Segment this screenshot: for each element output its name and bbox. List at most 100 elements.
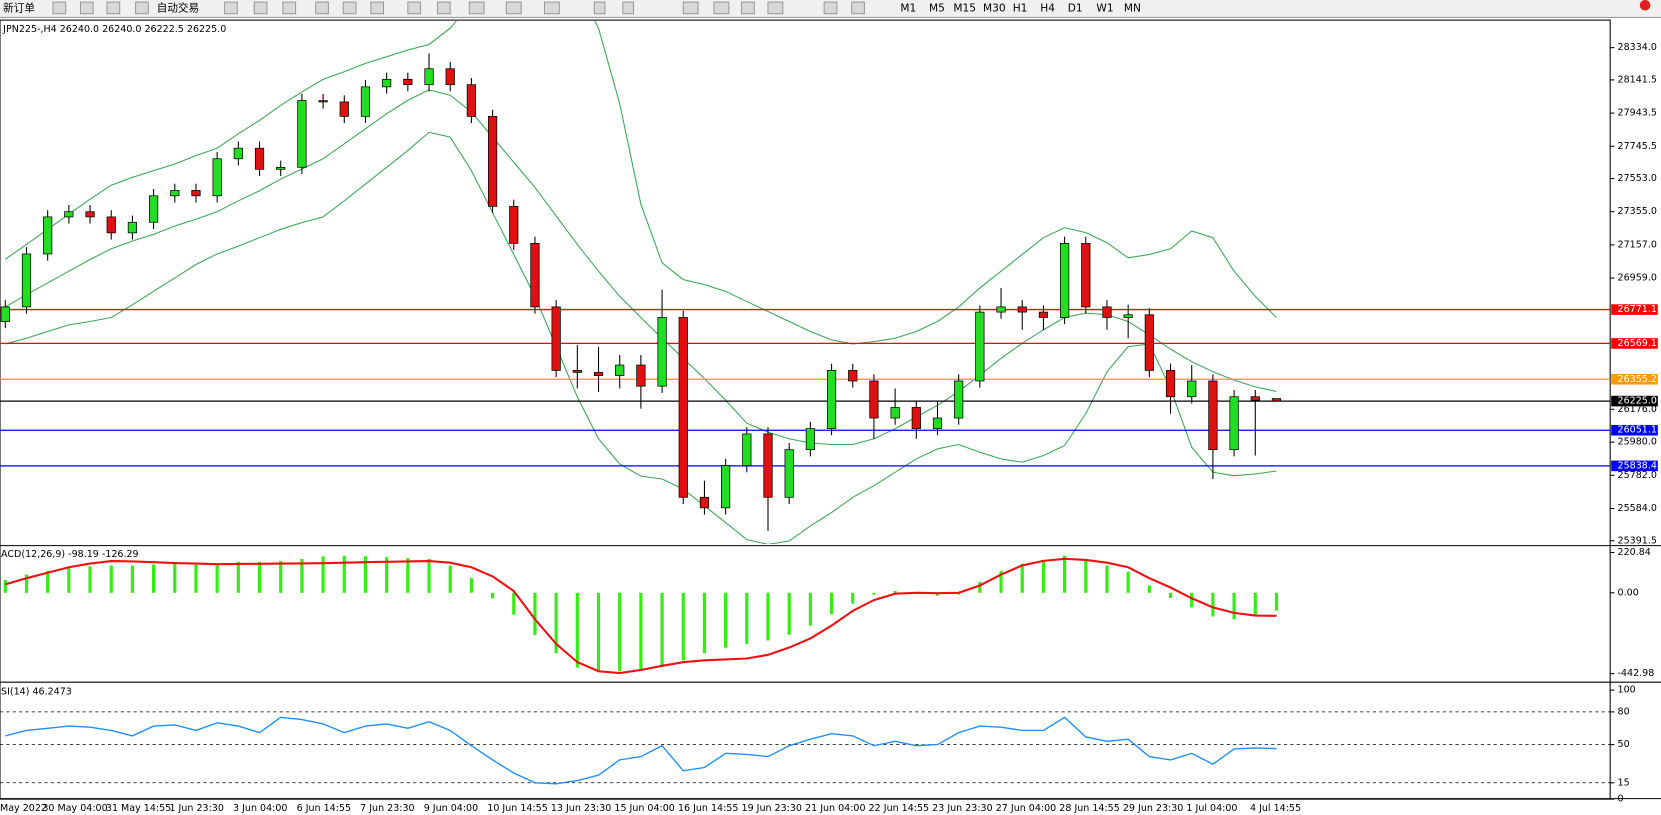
candle-body	[1250, 396, 1260, 401]
candle-body	[890, 407, 900, 419]
macd-bar	[1147, 585, 1151, 593]
toolbar-button[interactable]: M1	[900, 2, 916, 14]
toolbar-button[interactable]: 自动交易	[157, 1, 199, 14]
macd-bar	[978, 581, 982, 593]
macd-bar	[1190, 592, 1194, 608]
toolbar-button[interactable]: H4	[1040, 2, 1055, 14]
x-tick-label: 27 Jun 04:00	[996, 803, 1056, 814]
candle-body	[466, 84, 477, 117]
price-level-label: 25838.4	[1618, 460, 1657, 471]
candle-body	[106, 216, 116, 234]
candle-body	[1017, 306, 1027, 313]
macd-bar	[554, 592, 558, 654]
candle-body	[975, 311, 985, 382]
candle-body	[424, 68, 434, 86]
indicator-title: SI(14) 46.2473	[1, 687, 72, 698]
toolbar-button[interactable]: M30	[983, 2, 1006, 14]
rsi-line	[5, 716, 1277, 785]
toolbar-button[interactable]: D1	[1068, 2, 1083, 14]
x-tick-label: 22 Jun 14:55	[869, 803, 929, 814]
macd-bar	[575, 592, 579, 668]
x-tick-label: 30 May 04:00	[42, 803, 107, 814]
price-level-tag	[1611, 373, 1658, 385]
macd-bar	[787, 592, 791, 635]
candle-body	[763, 433, 773, 498]
toolbar-button[interactable]: MN	[1124, 2, 1141, 14]
macd-bar	[1168, 592, 1173, 599]
macd-bar	[46, 570, 50, 593]
toolbar-button[interactable]: M5	[929, 2, 945, 14]
candle-body	[1102, 306, 1112, 318]
macd-bar	[236, 561, 240, 593]
macd-bar	[469, 578, 473, 593]
price-level-label: 26771.1	[1618, 304, 1657, 315]
toolbar-icons[interactable]	[52, 1, 865, 15]
candle-body	[1271, 398, 1282, 402]
macd-bar	[490, 592, 495, 599]
macd-bar	[3, 580, 7, 593]
macd-bar	[194, 563, 198, 593]
bollinger-band	[4, 21, 1277, 345]
macd-bar	[1041, 559, 1046, 593]
y-tick-label: 28334.0	[1618, 42, 1657, 53]
x-tick-label: 3 Jun 04:00	[233, 803, 287, 814]
toolbar-button[interactable]: M15	[953, 2, 976, 14]
x-tick-label: 16 Jun 14:55	[678, 803, 738, 814]
toolbar-button[interactable]: 新订单	[3, 1, 35, 14]
macd-bar	[257, 561, 262, 593]
candle-body	[85, 211, 95, 218]
x-tick-label: 21 Jun 04:00	[805, 803, 865, 814]
x-tick-label: 7 Jun 23:30	[360, 803, 414, 814]
x-tick-label: 31 May 14:55	[106, 803, 171, 814]
candle-body	[572, 370, 582, 373]
macd-bar	[1063, 555, 1067, 593]
candle-body	[636, 364, 646, 387]
candle-body	[297, 100, 307, 168]
y-tick-label: 27943.5	[1618, 108, 1657, 119]
candle-body	[0, 306, 10, 322]
macd-bar	[851, 592, 855, 604]
macd-bar	[215, 563, 219, 593]
candle-body	[64, 211, 74, 218]
candle-body	[276, 166, 286, 170]
y-tick-label: 100	[1618, 685, 1636, 696]
y-tick-label: 0.00	[1618, 587, 1639, 598]
price-level-tag	[1611, 460, 1658, 472]
candle-body	[339, 101, 349, 117]
price-level-label: 26355.2	[1618, 374, 1657, 385]
toolbar-button[interactable]: W1	[1096, 2, 1113, 14]
macd-bar	[999, 570, 1003, 593]
candle-body	[212, 158, 222, 197]
candle-body	[678, 317, 688, 498]
x-tick-label: 28 Jun 14:55	[1059, 803, 1119, 814]
price-level-label: 26225.0	[1618, 396, 1657, 407]
alert-icon[interactable]	[1639, 0, 1651, 11]
panel-plot	[0, 21, 1611, 545]
y-tick-label: 80	[1618, 706, 1630, 717]
candle-body	[403, 78, 413, 86]
x-tick-label: May 2022	[0, 803, 47, 814]
price-level-tag	[1611, 338, 1658, 349]
y-tick-label: 220.84	[1618, 547, 1651, 558]
macd-bar	[766, 592, 770, 641]
macd-bar	[1126, 571, 1130, 593]
macd-bar	[872, 592, 876, 595]
macd-bar	[300, 559, 304, 593]
macd-bar	[745, 592, 749, 644]
y-tick-label: 27355.0	[1618, 206, 1657, 217]
y-tick-label: 25782.0	[1618, 470, 1657, 481]
candle-body	[1144, 314, 1154, 371]
macd-signal	[4, 557, 1277, 675]
candle-body	[657, 317, 667, 387]
candle-body	[996, 306, 1006, 313]
toolbar-labels: 新订单 自动交易 M1 M5 M15 M30 H1 H4 D1 W1 MN	[3, 1, 1141, 14]
toolbar-button[interactable]: H1	[1013, 2, 1028, 14]
macd-bar	[1253, 592, 1257, 615]
y-tick-label: 25980.0	[1618, 437, 1657, 448]
candle-body	[911, 407, 921, 429]
macd-bar	[829, 592, 834, 614]
macd-bar	[363, 556, 368, 593]
candle-body	[784, 449, 794, 498]
x-tick-label: 4 Jul 14:55	[1250, 803, 1301, 814]
